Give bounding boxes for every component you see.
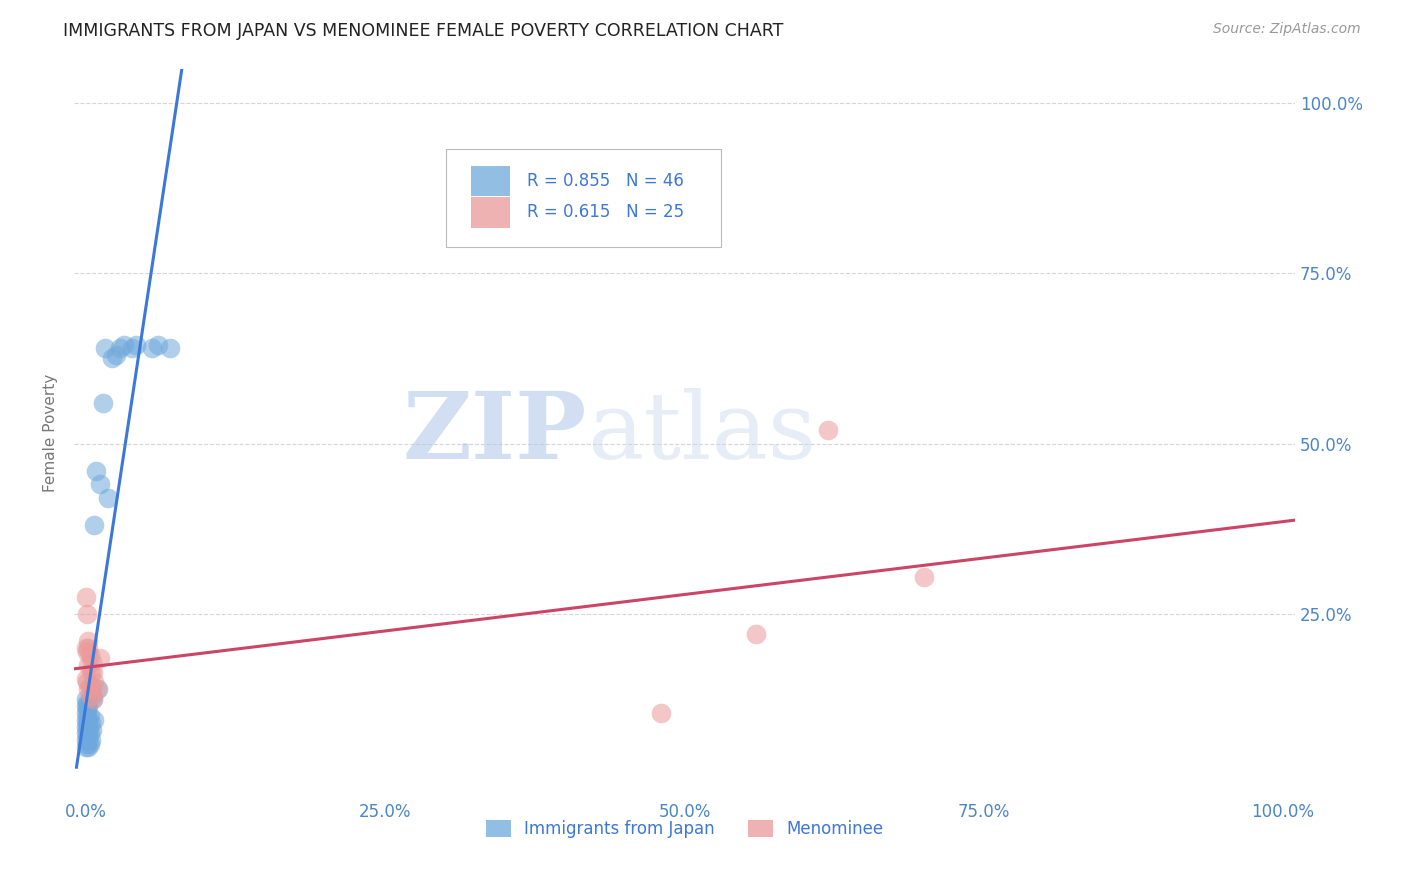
Point [75, 692, 97, 706]
Point [82, 692, 104, 706]
Point [77, 641, 100, 656]
Point [75, 733, 97, 747]
Point [76, 709, 98, 723]
Text: R = 0.615   N = 25: R = 0.615 N = 25 [527, 203, 685, 221]
Point [79, 709, 101, 723]
Point [75, 641, 97, 656]
Point [79, 726, 101, 740]
Point [80, 665, 103, 679]
FancyBboxPatch shape [471, 166, 510, 196]
Point [86, 681, 108, 696]
Point [83, 518, 105, 533]
Point [75, 672, 97, 686]
Point [97, 491, 120, 505]
Point [76, 737, 98, 751]
Point [89, 651, 111, 665]
Point [75, 706, 97, 720]
Point [76, 696, 98, 710]
Point [75, 590, 97, 604]
Point [125, 337, 148, 351]
Point [84, 464, 107, 478]
Point [80, 655, 103, 669]
Point [79, 648, 101, 662]
Point [112, 337, 135, 351]
Point [83, 675, 105, 690]
Point [912, 569, 935, 583]
Point [83, 713, 105, 727]
Point [89, 477, 111, 491]
Y-axis label: Female Poverty: Female Poverty [44, 375, 58, 492]
Point [80, 681, 103, 696]
Point [82, 665, 104, 679]
Point [76, 644, 98, 658]
Point [146, 337, 169, 351]
Point [76, 702, 98, 716]
Point [75, 739, 97, 754]
Point [76, 607, 98, 621]
Point [745, 627, 768, 641]
Point [76, 716, 98, 731]
Point [77, 726, 100, 740]
Point [159, 341, 181, 355]
Point [77, 681, 100, 696]
Point [817, 423, 839, 437]
Point [108, 341, 131, 355]
Text: Source: ZipAtlas.com: Source: ZipAtlas.com [1213, 22, 1361, 37]
Point [76, 730, 98, 744]
Legend: Immigrants from Japan, Menominee: Immigrants from Japan, Menominee [479, 813, 890, 845]
Text: ZIP: ZIP [402, 388, 586, 478]
Text: R = 0.855   N = 46: R = 0.855 N = 46 [527, 172, 683, 190]
Point [79, 679, 101, 693]
Point [75, 699, 97, 714]
Text: atlas: atlas [586, 388, 815, 478]
FancyBboxPatch shape [471, 197, 510, 227]
Point [76, 723, 98, 737]
Point [77, 658, 100, 673]
Point [80, 733, 103, 747]
Point [77, 634, 100, 648]
Point [141, 341, 163, 355]
Point [121, 341, 143, 355]
Point [77, 713, 100, 727]
FancyBboxPatch shape [447, 149, 721, 247]
Point [77, 699, 100, 714]
Point [79, 737, 101, 751]
Point [77, 739, 100, 754]
Point [82, 692, 104, 706]
Point [80, 723, 103, 737]
Point [80, 689, 103, 703]
Point [91, 395, 114, 409]
Point [80, 716, 103, 731]
Point [75, 720, 97, 734]
Point [94, 341, 117, 355]
Point [76, 675, 98, 690]
Point [104, 348, 127, 362]
Point [75, 713, 97, 727]
Point [77, 720, 100, 734]
Point [77, 733, 100, 747]
Point [87, 681, 110, 696]
Point [75, 726, 97, 740]
Point [101, 351, 124, 366]
Text: IMMIGRANTS FROM JAPAN VS MENOMINEE FEMALE POVERTY CORRELATION CHART: IMMIGRANTS FROM JAPAN VS MENOMINEE FEMAL… [63, 22, 783, 40]
Point [80, 689, 103, 703]
Point [650, 706, 672, 720]
